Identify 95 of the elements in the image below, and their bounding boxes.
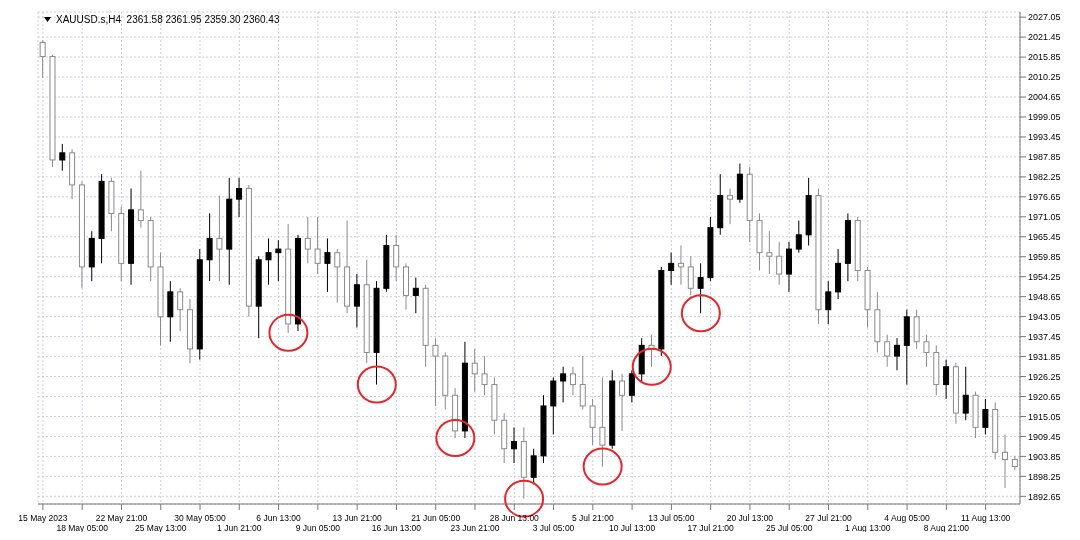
y-tick-label: 1965.45 (1028, 231, 1061, 242)
x-tick-label: 11 Aug 13:00 (960, 513, 1011, 523)
x-tick-label: 16 Jun 13:00 (371, 523, 422, 533)
candlestick (628, 369, 635, 403)
candlestick (412, 277, 419, 314)
x-tick-label: 10 Jul 13:00 (608, 523, 656, 533)
candlestick (530, 448, 537, 485)
x-tick-label: 21 Jun 05:00 (411, 513, 461, 523)
candlestick (795, 220, 802, 254)
y-tick-label: 1915.05 (1028, 411, 1061, 422)
candlestick (471, 348, 478, 393)
y-tick-label: 2004.65 (1028, 92, 1061, 103)
candlestick (353, 273, 360, 329)
y-tick-label: 1993.45 (1028, 132, 1061, 143)
candlestick (569, 366, 576, 396)
candlestick (776, 241, 783, 286)
candlestick (697, 262, 704, 314)
candlestick (334, 248, 341, 304)
candlestick (727, 187, 734, 225)
y-tick-label: 1898.25 (1028, 471, 1061, 482)
candlestick (599, 376, 606, 468)
candlestick (982, 398, 989, 435)
candlestick (1002, 433, 1009, 489)
x-tick-label: 20 Jul 13:00 (726, 513, 774, 523)
x-tick-label: 27 Jul 21:00 (805, 513, 852, 523)
x-tick-label: 1 Aug 13:00 (845, 523, 891, 533)
y-tick-label: 1959.85 (1028, 251, 1061, 262)
x-tick-label: 25 Jul 05:00 (766, 523, 813, 533)
x-tick-label: 6 Jun 13:00 (256, 513, 302, 523)
y-tick-label: 1948.65 (1028, 291, 1061, 302)
candlestick (962, 366, 969, 421)
x-tick-label: 28 Jun 13:00 (489, 513, 540, 523)
y-tick-label: 1931.85 (1028, 351, 1061, 362)
y-tick-label: 2015.85 (1028, 52, 1061, 63)
candlestick (39, 40, 46, 79)
candlestick (619, 373, 626, 432)
candlestick (393, 234, 400, 282)
x-tick-label: 30 May 05:00 (174, 513, 227, 523)
candlestick (432, 337, 439, 407)
candlestick (943, 359, 950, 400)
candlestick (324, 237, 331, 293)
y-tick-label: 1937.45 (1028, 331, 1061, 342)
candlestick (894, 337, 900, 371)
x-tick-label: 23 Jun 21:00 (450, 523, 500, 533)
y-tick-label: 1982.25 (1028, 172, 1061, 183)
y-tick-label: 2010.25 (1028, 72, 1061, 83)
candlestick (59, 143, 66, 172)
x-tick-label: 9 Jun 05:00 (295, 523, 341, 533)
y-tick-label: 1976.65 (1028, 192, 1061, 203)
candlestick (677, 245, 684, 286)
x-tick-label: 15 May 2023 (18, 513, 68, 523)
y-tick-label: 1999.05 (1028, 112, 1061, 123)
y-tick-label: 1971.05 (1028, 212, 1061, 223)
candlestick (236, 177, 243, 218)
y-tick-label: 1920.65 (1028, 391, 1061, 402)
candlestick (884, 334, 891, 368)
candlestick (216, 195, 223, 282)
candlestick (825, 280, 832, 325)
x-tick-label: 1 Jun 21:00 (217, 523, 262, 533)
y-tick-label: 1909.45 (1028, 431, 1061, 442)
candlestick (589, 398, 596, 446)
candlestick (560, 366, 567, 403)
y-tick-label: 1926.25 (1028, 371, 1061, 382)
candlestick (481, 355, 488, 396)
chart-title: XAUUSD.s,H4 2361.58 2361.95 2359.30 2360.43 (56, 14, 280, 25)
x-tick-label: 3 Jul 05:00 (532, 523, 575, 533)
candlestick (206, 212, 213, 282)
candlestick (579, 355, 586, 411)
candlestick (177, 287, 184, 332)
x-tick-label: 17 Jul 21:00 (687, 523, 735, 533)
candlestick (137, 170, 144, 229)
x-tick-label: 13 Jul 05:00 (648, 513, 695, 523)
y-tick-label: 1892.65 (1028, 491, 1061, 502)
x-tick-label: 25 May 13:00 (134, 523, 187, 533)
y-tick-label: 2027.05 (1028, 12, 1061, 23)
x-tick-label: 13 Jun 21:00 (332, 513, 382, 523)
candlestick (668, 252, 675, 286)
candlestick (511, 426, 518, 464)
y-tick-label: 1954.25 (1028, 271, 1061, 282)
candlestick (314, 216, 321, 275)
candlestick (923, 334, 930, 368)
x-tick-label: 22 May 21:00 (95, 513, 148, 523)
y-tick-label: 1903.85 (1028, 451, 1061, 462)
candlestick (687, 255, 694, 296)
candlestick (275, 239, 282, 282)
candlestick (304, 216, 311, 264)
x-tick-label: 5 Jul 21:00 (572, 513, 614, 523)
x-tick-label: 18 May 05:00 (56, 523, 109, 533)
x-tick-label: 8 Aug 21:00 (923, 523, 970, 533)
x-tick-label: 4 Aug 05:00 (884, 513, 931, 523)
y-tick-label: 1943.05 (1028, 311, 1061, 322)
candlestick (766, 230, 773, 275)
y-tick-label: 1987.85 (1028, 152, 1061, 163)
y-tick-label: 2021.45 (1028, 32, 1061, 43)
candlestick (265, 237, 272, 286)
